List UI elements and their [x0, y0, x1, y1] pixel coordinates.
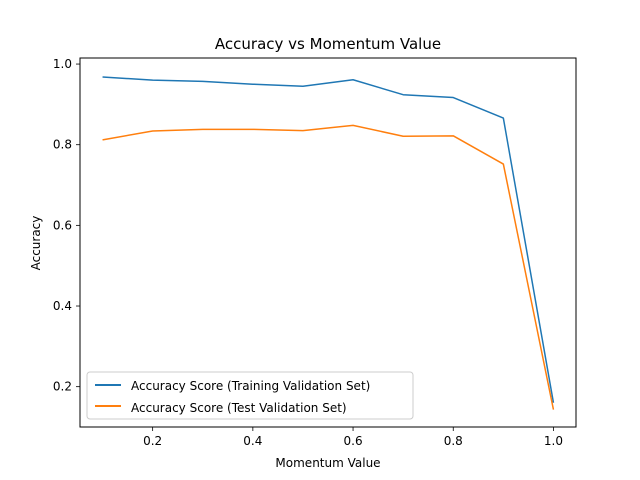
- x-tick-label: 0.4: [243, 434, 262, 448]
- x-axis-ticks: 0.2 0.4 0.6 0.8 1.0: [143, 427, 563, 448]
- series-line-0: [102, 76, 555, 403]
- x-tick-label: 0.2: [143, 434, 162, 448]
- x-tick-label: 1.0: [544, 434, 563, 448]
- y-axis-label: Accuracy: [29, 216, 43, 271]
- chart-title: Accuracy vs Momentum Value: [215, 35, 441, 53]
- x-axis-label: Momentum Value: [275, 456, 380, 470]
- y-tick-label: 0.8: [53, 138, 72, 152]
- legend: Accuracy Score (Training Validation Set)…: [86, 371, 414, 420]
- y-tick-label: 0.6: [53, 218, 72, 232]
- series-line-1: [102, 124, 555, 410]
- y-tick-label: 1.0: [53, 57, 72, 71]
- y-tick-label: 0.4: [53, 299, 72, 313]
- plot-frame: [79, 57, 577, 428]
- plot-lines: [102, 76, 555, 410]
- x-tick-label: 0.6: [344, 434, 363, 448]
- x-tick-label: 0.8: [444, 434, 463, 448]
- legend-label-training: Accuracy Score (Training Validation Set): [131, 379, 370, 393]
- y-axis-ticks: 0.2 0.4 0.6 0.8 1.0: [53, 57, 80, 394]
- legend-box: [86, 371, 414, 420]
- y-tick-label: 0.2: [53, 380, 72, 394]
- legend-label-test: Accuracy Score (Test Validation Set): [131, 401, 347, 415]
